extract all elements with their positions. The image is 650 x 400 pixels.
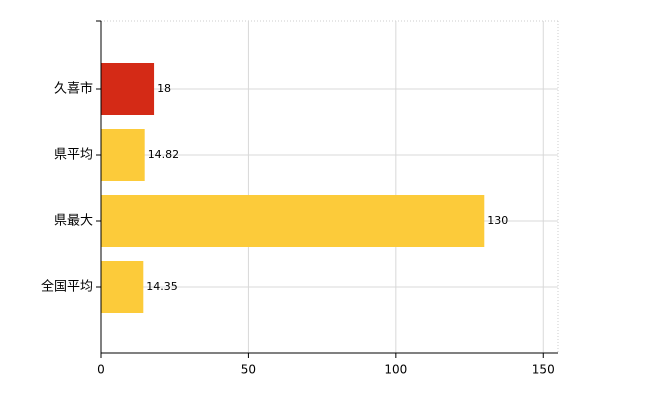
x-tick-label: 0 (97, 363, 105, 377)
y-tick-label: 県最大 (54, 214, 93, 229)
bar (101, 63, 155, 115)
x-tick-label: 50 (241, 363, 256, 377)
x-tick-label: 150 (532, 363, 555, 377)
y-tick-label: 久喜市 (54, 81, 93, 97)
value-label: 18 (157, 82, 171, 95)
y-tick-label: 全国平均 (41, 279, 93, 295)
x-tick-label: 100 (384, 363, 407, 377)
bar (101, 129, 145, 181)
value-label: 14.35 (146, 280, 178, 293)
value-label: 14.82 (148, 148, 180, 161)
bar (101, 261, 144, 313)
value-label: 130 (487, 214, 508, 227)
y-tick-label: 県平均 (54, 148, 93, 163)
bar (101, 195, 485, 247)
